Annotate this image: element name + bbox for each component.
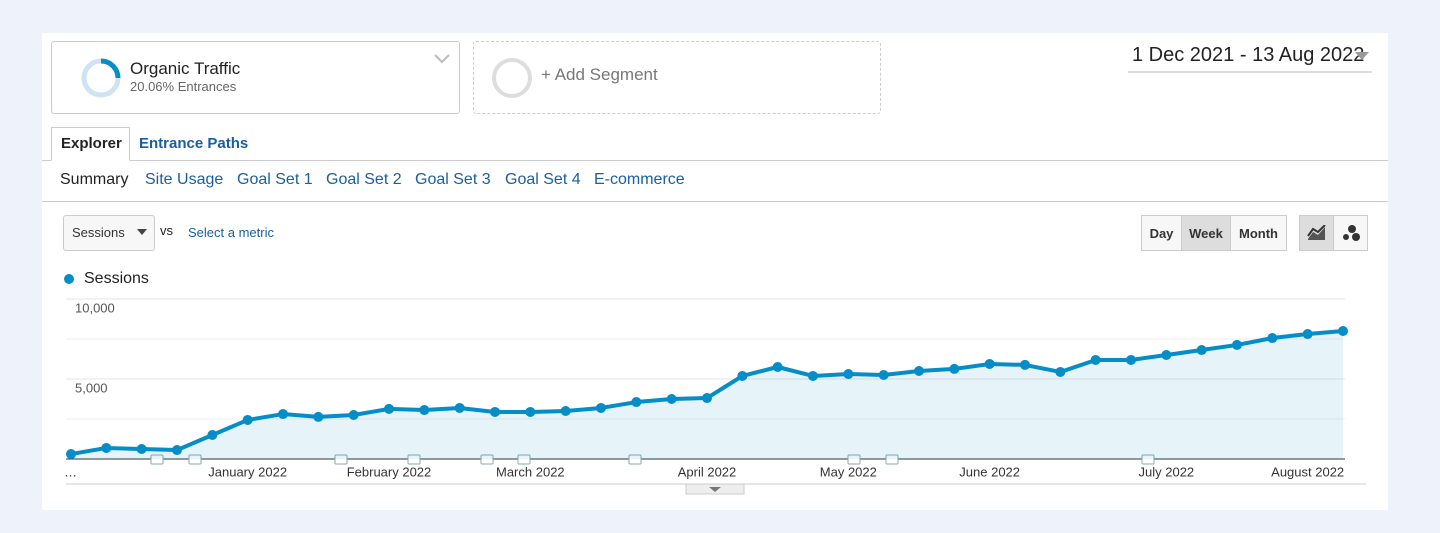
point: [1126, 354, 1136, 365]
subtab[interactable]: Goal Set 4: [505, 171, 581, 188]
metric-dropdown[interactable]: [63, 215, 155, 251]
x-tick-label: April 2022: [678, 464, 737, 479]
y-tick-label: 5,000: [75, 380, 108, 395]
date-range[interactable]: 1 Dec 2021 - 13 Aug 2022: [1132, 44, 1365, 66]
legend-label: Sessions: [84, 270, 149, 287]
subtab[interactable]: Summary: [60, 171, 129, 188]
subtab[interactable]: E-commerce: [594, 171, 685, 188]
line-icon: [1306, 225, 1326, 240]
x-tick-label: August 2022: [1271, 464, 1344, 479]
annotation-icon: [517, 454, 531, 465]
subtab-line: [42, 201, 1388, 202]
x-tick-label: …: [64, 464, 77, 479]
point: [1302, 329, 1313, 340]
legend-marker: [64, 274, 74, 284]
annotation-icon: [1141, 454, 1155, 465]
point: [525, 406, 536, 417]
x-tick-label: January 2022: [208, 464, 287, 479]
point: [843, 369, 854, 380]
point: [914, 366, 924, 376]
subtab[interactable]: Goal Set 3: [415, 171, 491, 188]
point: [737, 370, 748, 381]
area: [71, 331, 1343, 459]
point: [1267, 333, 1278, 344]
date-underline: [1128, 71, 1372, 73]
annotation-icon: [150, 454, 164, 465]
segment-name: Organic Traffic: [130, 59, 241, 78]
point: [313, 411, 324, 422]
segment-detail: 20.06% Entrances: [130, 79, 237, 94]
x-tick-label: May 2022: [820, 464, 877, 479]
x-tick-label: July 2022: [1139, 464, 1195, 479]
add-segment-box[interactable]: [473, 41, 881, 114]
dropdown-arrow: [137, 229, 147, 235]
segment-box[interactable]: [51, 41, 460, 114]
point: [1090, 354, 1101, 365]
point: [1020, 359, 1030, 370]
point: [1338, 326, 1348, 336]
y-tick-label: 10,000: [75, 300, 115, 315]
motion-chart-button[interactable]: [1333, 215, 1368, 251]
tab[interactable]: Entrance Paths: [139, 135, 249, 152]
point: [419, 405, 430, 416]
point: [490, 406, 500, 417]
tab-active: [51, 127, 130, 161]
panel: [42, 33, 1388, 510]
annotation-icon: [885, 454, 899, 465]
compare-metric[interactable]: Select a metric: [188, 225, 274, 240]
point: [772, 362, 783, 372]
annotation-icon: [628, 454, 642, 465]
granularity-button[interactable]: Week: [1181, 215, 1231, 251]
subtab[interactable]: Goal Set 2: [326, 171, 402, 188]
x-tick-label: February 2022: [347, 464, 432, 479]
point: [172, 445, 182, 456]
granularity-button[interactable]: Month: [1230, 215, 1287, 251]
point: [136, 444, 147, 454]
x-tick-label: June 2022: [959, 464, 1020, 479]
segment-chevron[interactable]: [432, 52, 452, 66]
point: [631, 397, 642, 408]
segment-donut: [81, 58, 121, 98]
point: [207, 430, 218, 440]
point: [702, 393, 712, 404]
subtab[interactable]: Site Usage: [145, 171, 224, 188]
point: [560, 406, 571, 416]
x-tick-label: March 2022: [496, 464, 565, 479]
point: [666, 394, 677, 404]
add-segment-circle: [492, 58, 532, 98]
point: [101, 442, 112, 453]
vs-label: vs: [160, 223, 173, 238]
add-segment[interactable]: + Add Segment: [541, 65, 658, 84]
annotation-icon: [480, 454, 494, 465]
point: [454, 402, 465, 413]
date-arrow[interactable]: [1354, 50, 1370, 62]
handle-arrow: [709, 487, 721, 492]
bubble-icon: [1342, 225, 1360, 241]
metric-selected[interactable]: Sessions: [72, 225, 125, 240]
annotation-icon: [334, 454, 348, 465]
point: [984, 358, 995, 369]
annotation-icon: [188, 454, 202, 465]
point: [1055, 366, 1066, 377]
point: [278, 409, 288, 420]
point: [878, 370, 889, 380]
point: [348, 410, 359, 420]
point: [596, 402, 606, 413]
point: [1161, 350, 1172, 360]
point: [808, 370, 818, 381]
point: [242, 414, 253, 425]
annotation-icon: [407, 454, 421, 465]
point: [1196, 345, 1207, 356]
annotation-icon: [847, 454, 861, 465]
subtab[interactable]: Goal Set 1: [237, 171, 313, 188]
point: [949, 363, 960, 374]
point: [1232, 339, 1242, 350]
point: [384, 403, 394, 414]
tab-line: [42, 160, 1388, 161]
point: [66, 449, 76, 460]
tab[interactable]: Explorer: [61, 135, 122, 152]
